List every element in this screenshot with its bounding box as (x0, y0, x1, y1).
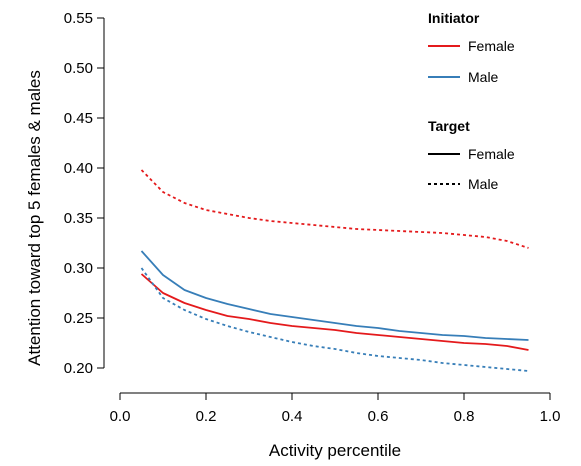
x-tick-label: 0.8 (454, 408, 475, 425)
x-tick-label: 0.6 (368, 408, 389, 425)
legend: Initiator Female Male Target Female Male (428, 10, 515, 192)
x-ticks: 0.0 0.2 0.4 0.6 0.8 1.0 (110, 393, 561, 425)
legend-initiator-title: Initiator (428, 10, 480, 26)
x-tick-label: 0.0 (110, 408, 131, 425)
legend-label-target-female: Female (468, 146, 515, 162)
y-tick-label: 0.30 (64, 260, 93, 277)
x-axis: 0.0 0.2 0.4 0.6 0.8 1.0 (110, 392, 561, 425)
legend-target-title: Target (428, 118, 470, 134)
series-line-female-to-female (140, 273, 529, 351)
series-group (140, 169, 529, 372)
legend-label-initiator-female: Female (468, 38, 515, 54)
series-line-male-to-female (140, 250, 529, 341)
x-axis-title: Activity percentile (269, 441, 401, 460)
y-tick-label: 0.20 (64, 360, 93, 377)
y-axis-title: Attention toward top 5 females & males (25, 70, 44, 366)
legend-label-initiator-male: Male (468, 69, 499, 85)
series-line-male-to-male (140, 267, 529, 372)
y-tick-label: 0.40 (64, 160, 93, 177)
x-tick-label: 0.4 (282, 408, 303, 425)
y-tick-label: 0.25 (64, 310, 93, 327)
y-tick-label: 0.45 (64, 110, 93, 127)
y-tick-label: 0.35 (64, 210, 93, 227)
legend-label-target-male: Male (468, 176, 499, 192)
series-line-female-to-male (140, 169, 529, 249)
y-ticks: 0.20 0.25 0.30 0.35 0.40 0.45 0.50 0.55 (64, 10, 104, 377)
y-tick-label: 0.55 (64, 10, 93, 27)
y-tick-label: 0.50 (64, 60, 93, 77)
x-tick-label: 0.2 (196, 408, 217, 425)
y-axis: 0.20 0.25 0.30 0.35 0.40 0.45 0.50 0.55 (64, 10, 105, 377)
x-tick-label: 1.0 (540, 408, 561, 425)
